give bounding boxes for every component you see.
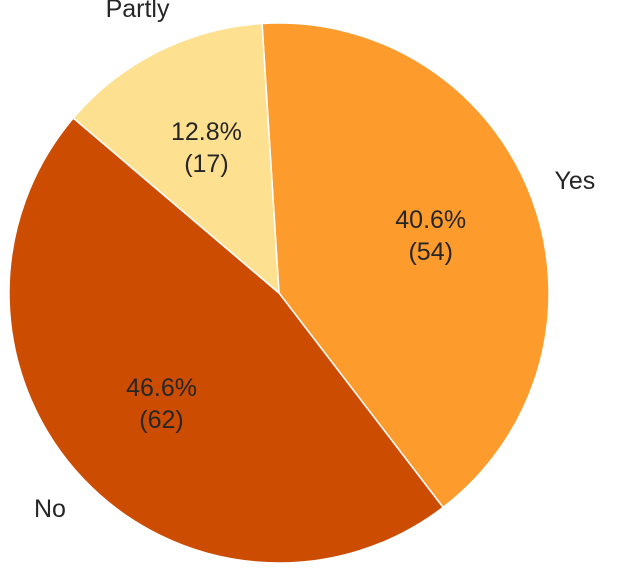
value-label: (54) bbox=[408, 238, 452, 266]
percentage-label: 46.6% bbox=[126, 374, 197, 402]
pie-slice bbox=[72, 22, 280, 295]
category-label: No bbox=[34, 495, 66, 523]
percentage-label: 12.8% bbox=[171, 118, 242, 146]
value-label: (17) bbox=[184, 150, 228, 178]
percentage-label: 40.6% bbox=[395, 206, 466, 234]
pie-slice bbox=[261, 22, 550, 509]
category-label: Partly bbox=[106, 0, 170, 23]
pie-slice bbox=[8, 117, 445, 564]
category-label: Yes bbox=[554, 167, 595, 195]
value-label: (62) bbox=[139, 406, 183, 434]
